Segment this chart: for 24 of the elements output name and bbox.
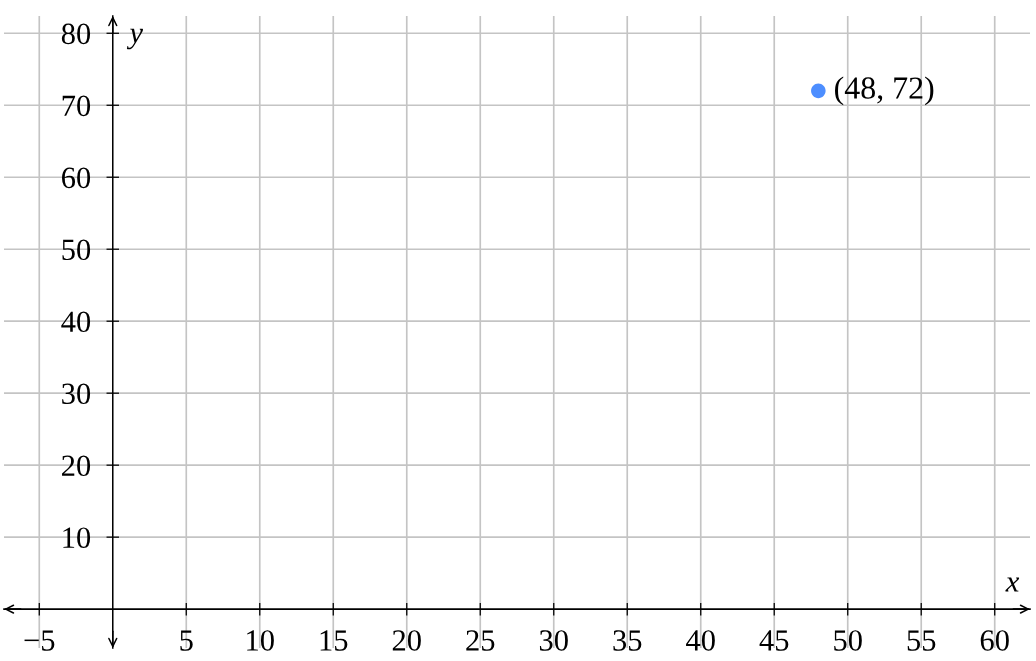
y-tick-label: 60 [62,167,91,189]
x-tick-label: 20 [392,630,421,651]
x-tick-label: 55 [907,630,936,651]
y-tick-label: 10 [63,527,91,549]
x-tick-label: 40 [686,630,715,651]
y-tick-label: 70 [62,95,91,117]
x-tick-label: 5 [180,630,193,651]
x-tick-label: 25 [466,630,495,651]
y-tick-label: 40 [61,311,91,333]
y-tick-label: 30 [62,383,91,405]
y-axis-title: y [126,28,144,50]
x-tick-label: 35 [613,630,642,651]
y-tick-label: 50 [62,239,91,261]
x-tick-label: 15 [320,630,348,651]
x-tick-label: 45 [759,630,789,651]
y-tick-label: 20 [62,455,91,477]
x-tick-label: −5 [24,630,55,651]
x-tick-label: 30 [539,630,568,651]
x-axis-title: x [1005,577,1020,592]
x-tick-label: 60 [980,630,1009,651]
x-tick-label: 50 [834,630,862,651]
x-tick-label: 10 [247,630,274,651]
y-tick-label: 80 [61,23,91,45]
annotation: (48, 72) [835,76,934,106]
